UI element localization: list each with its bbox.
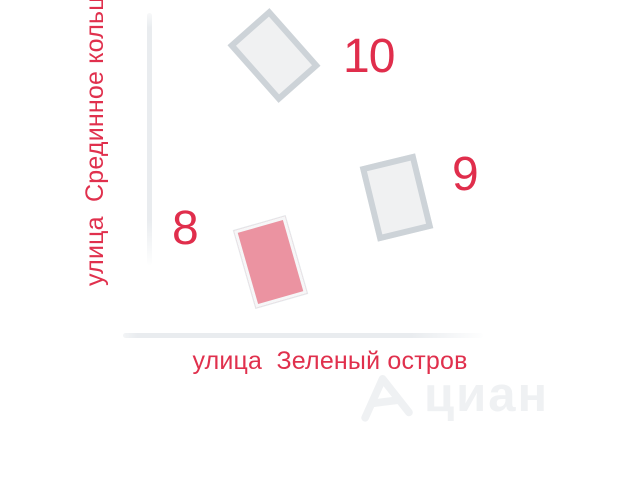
building-8-label: 8: [172, 202, 199, 255]
building-9-label: 9: [452, 148, 479, 201]
building-10-label: 10: [343, 30, 395, 83]
street-label-sredinnoe-koltso: улица Срединное кольцо: [81, 0, 109, 286]
building-8-shape-selected[interactable]: [234, 216, 307, 308]
cian-house-icon: [353, 369, 417, 429]
street-line-horizontal: [123, 333, 483, 338]
street-label-zeleny-ostrov: улица Зеленый остров: [192, 347, 468, 375]
watermark: циан: [356, 368, 550, 425]
building-10-shape[interactable]: [227, 8, 321, 103]
watermark-brand-text: циан: [424, 368, 550, 422]
street-line-vertical: [147, 13, 152, 265]
building-9-shape[interactable]: [359, 153, 434, 242]
